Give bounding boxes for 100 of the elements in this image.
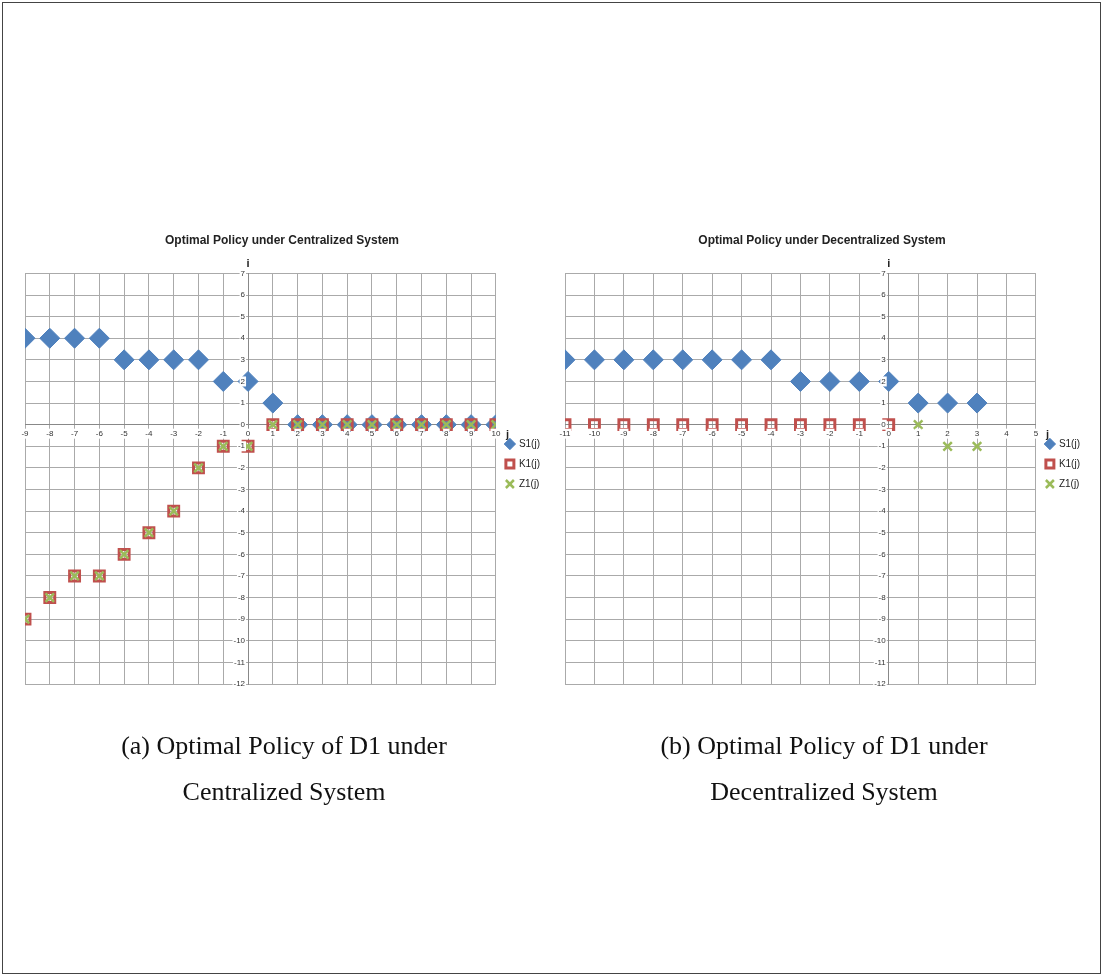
x-tick-label: 1 (915, 428, 921, 438)
point (937, 392, 959, 414)
y-tick-label: 7 (240, 268, 246, 278)
x-tick-label: 6 (394, 428, 400, 438)
point (735, 418, 749, 432)
y-axis-title: i (246, 256, 250, 269)
point (113, 349, 135, 371)
point (583, 349, 605, 371)
point (672, 349, 694, 371)
y-tick-label: -3 (237, 484, 246, 494)
y-tick-label: -5 (878, 527, 887, 537)
point (676, 418, 690, 432)
y-tick-label: 1 (240, 398, 246, 408)
y-tick-label: 5 (881, 311, 887, 321)
y-tick-label: -11 (874, 657, 887, 667)
x-tick-label: -3 (170, 428, 178, 438)
x-tick-label: 7 (419, 428, 425, 438)
x-tick-label: -10 (588, 428, 601, 438)
y-tick-label: 4 (240, 333, 246, 343)
x-tick-label: -1 (219, 428, 228, 438)
y-axis-title: i (887, 256, 891, 269)
point (971, 440, 983, 452)
x-axis-title: j (1044, 427, 1049, 440)
y-tick-label: 4 (881, 333, 887, 343)
y-tick-label: -3 (878, 484, 887, 494)
point (907, 392, 929, 414)
y-tick-label: 2 (240, 376, 246, 386)
y-tick-label: -7 (878, 571, 887, 581)
point (823, 418, 837, 432)
x-tick-label: 5 (1033, 428, 1039, 438)
x-tick-label: -6 (708, 428, 717, 438)
y-tick-label: -2 (878, 463, 887, 473)
y-tick-label: -10 (874, 635, 887, 645)
y-tick-label: -4 (878, 506, 887, 516)
x-tick-label: -1 (855, 428, 864, 438)
x-axis-title: j (504, 427, 509, 440)
x-tick-label: -7 (679, 428, 687, 438)
point (966, 392, 988, 414)
x-tick-label: 2 (295, 428, 301, 438)
point (731, 349, 753, 371)
y-tick-label: 5 (240, 311, 246, 321)
chart-title: Optimal Policy under Centralized System (164, 232, 400, 247)
x-tick-label: 3 (320, 428, 326, 438)
text: (b) Optimal Policy of D1 under Decentralized System (659, 730, 989, 808)
y-tick-label: 1 (881, 398, 887, 408)
x-tick-label: -7 (71, 428, 79, 438)
point (705, 418, 719, 432)
y-tick-label: -4 (237, 506, 246, 516)
x-tick-label: 2 (945, 428, 951, 438)
point (646, 418, 660, 432)
y-tick-label: -1 (878, 441, 887, 451)
y-tick-label: -9 (878, 614, 887, 624)
y-tick-label: -5 (237, 527, 246, 537)
y-tick-label: -2 (237, 463, 246, 473)
point (163, 349, 185, 371)
point (617, 418, 631, 432)
legend-label: Z1(j) (518, 477, 540, 489)
x-tick-label: -3 (796, 428, 805, 438)
y-tick-label: 6 (240, 290, 246, 300)
point (613, 349, 635, 371)
legend-label: S1(j) (518, 437, 541, 449)
point (39, 327, 61, 349)
legend-label: Z1(j) (1058, 477, 1080, 489)
point (642, 349, 664, 371)
x-tick-label: -9 (21, 428, 30, 438)
x-tick-label: -11 (559, 428, 572, 438)
point (764, 418, 778, 432)
y-tick-label: 0 (881, 419, 887, 429)
point (138, 349, 160, 371)
y-tick-label: -1 (237, 441, 246, 451)
point (819, 370, 841, 392)
x-tick-label: 4 (344, 428, 350, 438)
text: (a) Optimal Policy of D1 under Centralized System (120, 730, 448, 808)
y-tick-label: -8 (878, 592, 887, 602)
x-tick-label: -5 (738, 428, 746, 438)
y-tick-label: -7 (237, 571, 246, 581)
y-tick-label: 3 (881, 355, 887, 365)
point (701, 349, 723, 371)
point (760, 349, 782, 371)
y-tick-label: -9 (237, 614, 246, 624)
x-tick-label: -8 (46, 428, 54, 438)
x-tick-label: -2 (826, 428, 834, 438)
y-tick-label: -10 (233, 635, 246, 645)
y-tick-label: -6 (878, 549, 887, 559)
x-tick-label: 10 (491, 428, 501, 438)
x-tick-label: -4 (145, 428, 154, 438)
legend-label: S1(j) (1058, 437, 1081, 449)
y-tick-label: 0 (240, 419, 246, 429)
y-tick-label: -11 (234, 657, 246, 667)
legend-label: K1(j) (1058, 457, 1081, 469)
y-tick-label: -6 (237, 549, 246, 559)
y-tick-label: -8 (237, 592, 246, 602)
x-tick-label: -6 (95, 428, 104, 438)
y-tick-label: -12 (233, 679, 246, 689)
point (187, 349, 209, 371)
x-tick-label: 5 (369, 428, 375, 438)
x-tick-label: -5 (120, 428, 129, 438)
point (793, 418, 807, 432)
point (212, 370, 234, 392)
point (848, 370, 870, 392)
